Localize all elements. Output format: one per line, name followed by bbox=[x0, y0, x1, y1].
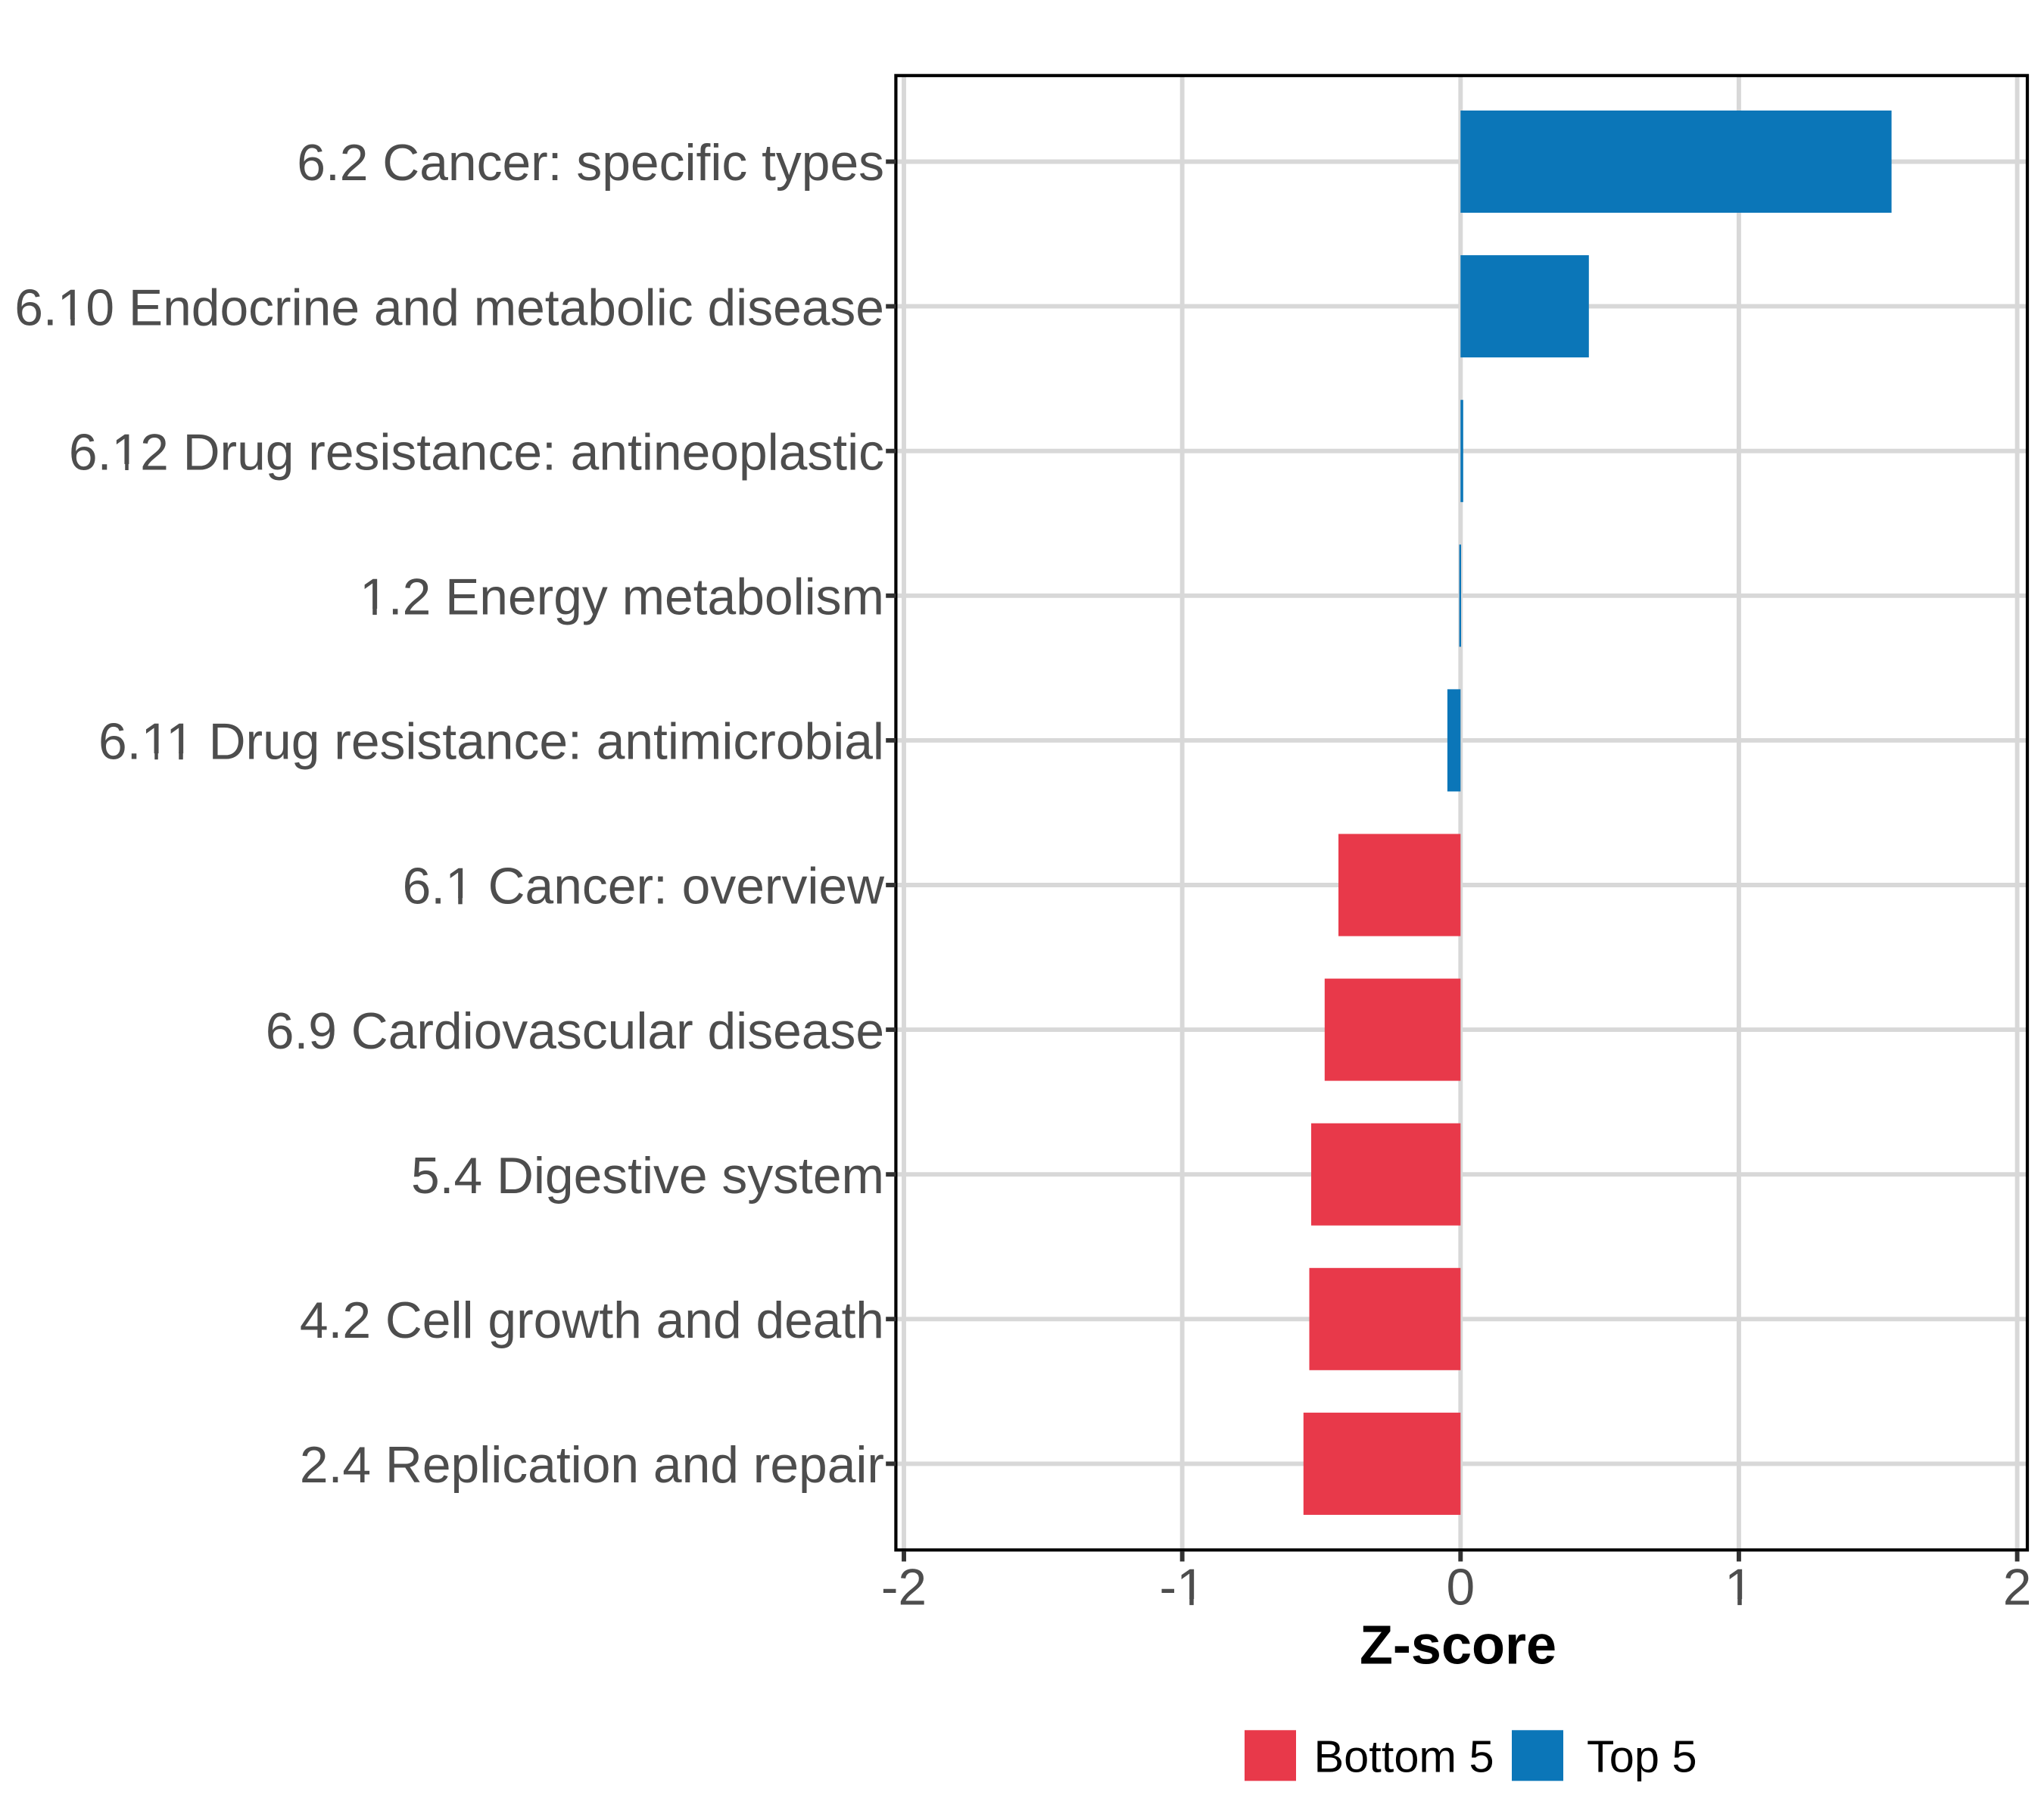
svg-text:1: 1 bbox=[1725, 1560, 1753, 1616]
svg-text:-1: -1 bbox=[1160, 1560, 1205, 1616]
svg-text:0: 0 bbox=[1446, 1560, 1475, 1616]
svg-text:5.4 Digestive system: 5.4 Digestive system bbox=[411, 1148, 884, 1205]
svg-text:6.12 Drug resistance: antineop: 6.12 Drug resistance: antineoplastic bbox=[69, 424, 884, 481]
svg-text:1.2 Energy metabolism: 1.2 Energy metabolism bbox=[360, 569, 884, 626]
svg-text:6.11 Drug resistance: antimicr: 6.11 Drug resistance: antimicrobial bbox=[98, 714, 884, 771]
svg-text:6.10 Endocrine and metabolic d: 6.10 Endocrine and metabolic disease bbox=[14, 279, 884, 336]
svg-text:Bottom 5: Bottom 5 bbox=[1314, 1731, 1494, 1782]
svg-text:2: 2 bbox=[2003, 1560, 2032, 1616]
svg-text:-2: -2 bbox=[881, 1560, 927, 1616]
svg-text:4.2 Cell growth and death: 4.2 Cell growth and death bbox=[300, 1292, 884, 1349]
svg-text:6.1 Cancer: overview: 6.1 Cancer: overview bbox=[403, 859, 885, 915]
svg-text:Z-score: Z-score bbox=[1360, 1616, 1556, 1676]
svg-text:2.4 Replication and repair: 2.4 Replication and repair bbox=[300, 1437, 884, 1494]
svg-text:6.9 Cardiovascular disease: 6.9 Cardiovascular disease bbox=[266, 1003, 884, 1060]
svg-text:6.2 Cancer: specific types: 6.2 Cancer: specific types bbox=[297, 135, 884, 192]
svg-text:Top 5: Top 5 bbox=[1587, 1731, 1697, 1782]
